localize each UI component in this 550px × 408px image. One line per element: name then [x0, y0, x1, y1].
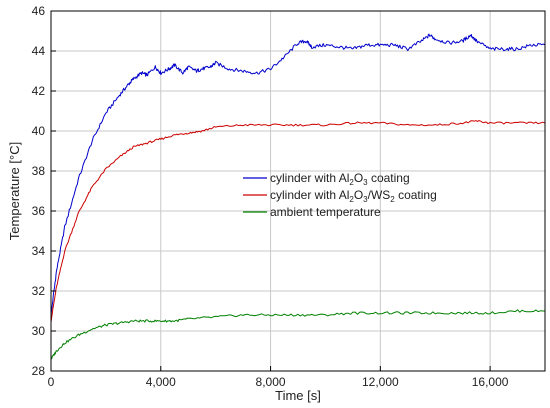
y-tick-label: 30 — [32, 324, 46, 338]
y-tick-label: 40 — [32, 124, 46, 138]
plot-frame — [50, 10, 546, 372]
y-tick-label: 34 — [32, 244, 46, 258]
series-layer — [50, 33, 546, 360]
legend-label: cylinder with Al2O3/WS2 coating — [270, 188, 437, 204]
x-tick-label: 12,000 — [362, 375, 399, 389]
grid-lines — [51, 11, 545, 371]
y-tick-label: 38 — [32, 164, 46, 178]
y-tick-label: 44 — [32, 44, 46, 58]
y-tick-label: 32 — [32, 284, 46, 298]
legend-label: ambient temperature — [270, 205, 381, 219]
x-tick-label: 0 — [48, 375, 55, 389]
series-line — [50, 309, 545, 360]
y-tick-label: 46 — [32, 4, 46, 18]
legend-label: cylinder with Al2O3 coating — [270, 171, 410, 187]
y-axis-title: Temperature [°C] — [7, 142, 22, 240]
y-tick-label: 36 — [32, 204, 46, 218]
x-tick-label: 4,000 — [146, 375, 176, 389]
series-line — [50, 33, 546, 317]
x-axis-title: Time [s] — [275, 388, 321, 403]
x-tick-label: 16,000 — [472, 375, 509, 389]
y-tick-label: 42 — [32, 84, 46, 98]
series-line — [50, 120, 546, 322]
axis-ticks: 0 4,000 8,000 12,000 16,000 28 30 32 34 36 38 40 42 4… — [32, 4, 509, 389]
y-tick-label: 28 — [32, 364, 46, 378]
x-tick-label: 8,000 — [256, 375, 286, 389]
